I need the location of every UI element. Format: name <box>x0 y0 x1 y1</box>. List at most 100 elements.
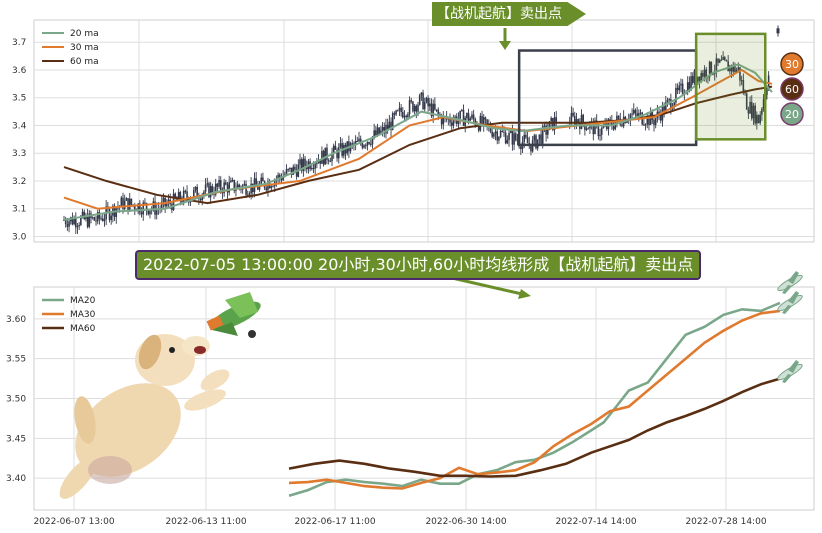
candle-body <box>484 117 487 120</box>
candle-body <box>744 92 746 94</box>
signal-arrow-head <box>499 41 511 50</box>
candle-body <box>503 131 505 133</box>
candle-body <box>255 178 257 186</box>
candle-body <box>128 198 131 211</box>
y-tick-label: 3.1 <box>12 205 26 215</box>
candle-body <box>396 110 399 112</box>
candle-body <box>385 124 387 134</box>
candle-body <box>621 124 623 127</box>
candle-body <box>378 127 381 134</box>
y-tick-label: 3.40 <box>6 474 26 484</box>
candle-body <box>376 127 379 136</box>
y-tick-label: 3.55 <box>6 355 26 365</box>
candle-body <box>707 77 709 79</box>
candle-body <box>493 133 495 137</box>
candle-body <box>395 110 397 115</box>
candle-body <box>83 211 86 220</box>
candle-body <box>120 197 123 206</box>
candle-body <box>329 161 332 163</box>
candle-body <box>403 115 406 118</box>
candle-body <box>636 113 638 117</box>
candle-body <box>759 114 761 124</box>
candle-body <box>407 114 409 118</box>
candle-body <box>594 120 596 135</box>
candle-body <box>312 168 315 170</box>
candle-body <box>223 182 225 194</box>
candle-body <box>600 127 603 135</box>
candle-body <box>125 198 128 201</box>
candle-body <box>658 111 660 115</box>
candle-body <box>552 117 554 131</box>
x-tick-label: 2022-06-17 11:00 <box>294 517 375 527</box>
candle-body <box>703 69 706 77</box>
candle-body <box>252 183 254 193</box>
candle-body <box>71 217 74 225</box>
candle-body <box>289 167 291 170</box>
candle-body <box>693 70 696 83</box>
candle-body <box>398 107 401 111</box>
candle-body <box>659 114 662 121</box>
candle-body <box>400 107 402 113</box>
candle-body <box>418 95 421 105</box>
candle-body <box>228 182 230 193</box>
candle-body <box>139 203 141 213</box>
legend-label-60ma: 60 ma <box>70 57 99 67</box>
y-tick-label: 3.0 <box>12 232 27 242</box>
candle-body <box>533 135 536 141</box>
candle-body <box>199 198 202 201</box>
candle-body <box>140 212 143 215</box>
candle-body <box>316 163 318 165</box>
candle-body <box>265 187 268 191</box>
candle-body <box>739 67 741 81</box>
candle-body <box>186 191 188 198</box>
candle-body <box>248 193 251 195</box>
candle-body <box>321 150 323 164</box>
candle-body <box>415 105 418 112</box>
candle-body <box>513 133 515 145</box>
headline-banner: 2022-07-05 13:00:00 20小时,30小时,60小时均线形成【战… <box>135 250 702 280</box>
legend-label-ma60: MA60 <box>70 324 96 334</box>
candle-body <box>336 149 338 159</box>
top-highlight-boxes <box>517 32 767 147</box>
candle-body <box>634 109 637 114</box>
candle-body <box>525 134 527 138</box>
candle-body <box>226 184 229 193</box>
candle-body <box>332 145 335 153</box>
series-line-ma30 <box>288 309 781 490</box>
candle-body <box>435 109 438 111</box>
candle-body <box>761 108 763 115</box>
candle-body <box>95 220 97 222</box>
candle-body <box>702 72 704 77</box>
candle-body <box>545 125 547 135</box>
candle-body <box>724 57 726 60</box>
candle-body <box>750 102 753 119</box>
candle-body <box>631 113 633 115</box>
candle-body <box>457 118 460 124</box>
candle-body <box>375 130 377 136</box>
candle-body <box>466 113 468 118</box>
top-ma20-line <box>63 63 773 221</box>
candle-body <box>216 183 219 187</box>
legend-label-ma20: MA20 <box>70 296 96 306</box>
legend-label-ma30: MA30 <box>70 310 96 320</box>
candle-body <box>538 134 541 140</box>
candle-body <box>511 131 514 145</box>
candle-body <box>393 113 396 115</box>
candle-body <box>629 114 632 120</box>
candle-body <box>363 145 365 148</box>
candle-body <box>727 61 729 72</box>
candle-body <box>462 109 465 126</box>
candle-body <box>76 226 79 228</box>
candle-body <box>208 183 210 198</box>
x-tick-label: 2022-06-13 11:00 <box>165 517 246 527</box>
candle-body <box>425 97 428 103</box>
candle-body <box>491 131 493 137</box>
top-legend: 20 ma 30 ma 60 ma <box>42 29 99 67</box>
candle-body <box>720 59 723 61</box>
candle-body <box>479 115 482 131</box>
candle-body <box>498 137 500 141</box>
y-tick-label: 3.7 <box>12 38 26 48</box>
candle-body <box>745 93 748 110</box>
candle-body <box>747 109 750 114</box>
candle-body <box>235 189 237 191</box>
